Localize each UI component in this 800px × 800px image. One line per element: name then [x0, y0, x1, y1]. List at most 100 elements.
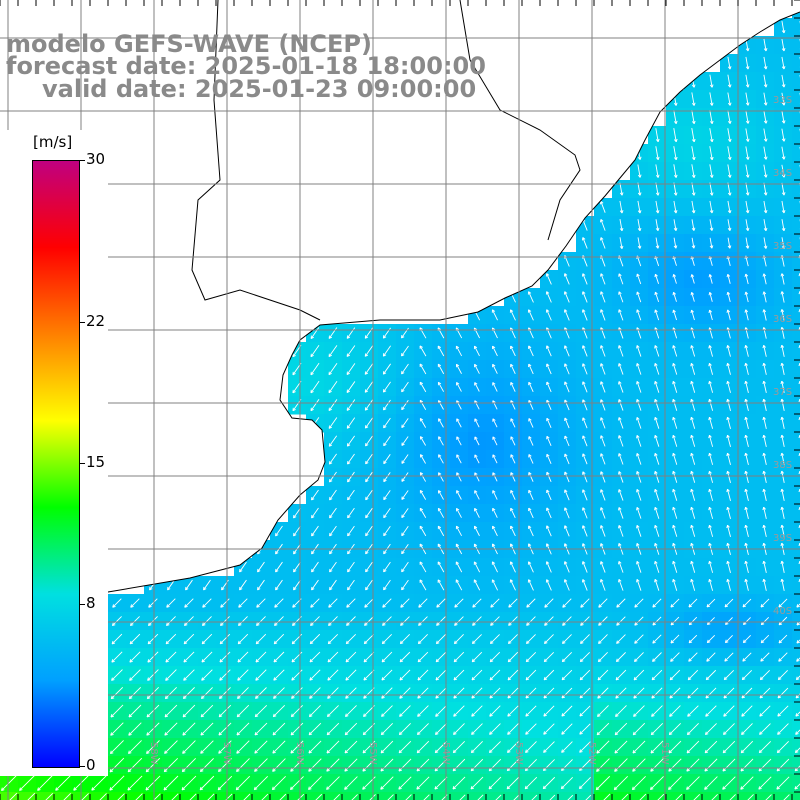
wind-arrow — [405, 794, 412, 800]
wind-arrow — [527, 291, 534, 303]
wind-arrow — [310, 399, 320, 412]
wind-arrow — [401, 561, 409, 573]
wind-arrow — [637, 200, 642, 214]
wind-arrow — [655, 128, 660, 143]
wind-arrow — [347, 561, 355, 573]
wind-arrow — [691, 146, 696, 161]
wind-arrow — [510, 418, 516, 428]
wind-arrow — [709, 110, 714, 125]
wind-arrow — [672, 452, 678, 465]
wind-arrow — [237, 633, 249, 645]
wind-arrow — [345, 669, 357, 681]
wind-arrow — [525, 723, 537, 735]
field-cell — [0, 792, 19, 800]
field-cell — [648, 792, 667, 800]
wind-arrow — [526, 616, 536, 626]
wind-arrow — [328, 327, 338, 339]
field-cell — [792, 576, 800, 595]
wind-arrow — [272, 758, 286, 772]
field-cell — [414, 792, 433, 800]
field-cell — [432, 792, 451, 800]
wind-arrow — [364, 327, 374, 339]
wind-arrow — [289, 776, 304, 791]
field-cell — [360, 792, 379, 800]
wind-arrow — [489, 687, 501, 699]
wind-arrow — [471, 634, 482, 645]
wind-arrow — [706, 652, 716, 662]
wind-arrow — [765, 794, 772, 800]
wind-arrow — [637, 182, 642, 196]
field-cell — [792, 612, 800, 631]
wind-arrow — [777, 670, 788, 681]
wind-arrow — [614, 758, 628, 772]
wind-arrow — [672, 345, 678, 357]
field-cell — [792, 18, 800, 37]
wind-arrow — [781, 56, 786, 70]
lon-label: 53W — [513, 742, 524, 765]
wind-arrow — [489, 651, 501, 663]
wind-arrow — [654, 452, 660, 465]
wind-arrow — [364, 399, 374, 411]
wind-arrow — [567, 794, 574, 800]
wind-arrow — [760, 598, 770, 608]
wind-arrow — [618, 489, 624, 501]
wind-arrow — [218, 704, 232, 718]
wind-arrow — [275, 525, 283, 537]
wind-arrow — [434, 758, 448, 772]
wind-arrow — [711, 794, 718, 800]
field-cell — [594, 792, 613, 800]
wind-arrow — [579, 741, 591, 753]
wind-arrow — [99, 793, 107, 800]
wind-arrow — [398, 776, 412, 790]
wind-arrow — [708, 578, 714, 591]
wind-arrow — [690, 416, 696, 429]
wind-arrow — [490, 616, 500, 626]
wind-arrow — [441, 794, 448, 800]
wind-arrow — [708, 470, 714, 483]
wind-arrow — [652, 598, 662, 608]
field-cell — [90, 792, 109, 800]
wind-arrow — [672, 506, 678, 519]
wind-arrow — [315, 793, 323, 800]
field-cell — [702, 792, 721, 800]
lon-label: 57W — [221, 742, 232, 765]
wind-arrow — [510, 525, 516, 537]
wind-arrow — [363, 633, 375, 645]
wind-arrow — [333, 794, 340, 800]
wind-arrow — [419, 454, 426, 464]
forecast-date: forecast date: 2025-01-18 18:00:00 — [6, 52, 486, 80]
wind-arrow — [274, 616, 284, 626]
wind-arrow — [163, 775, 179, 791]
wind-arrow — [207, 793, 215, 800]
wind-arrow — [708, 291, 713, 302]
wind-arrow — [672, 398, 678, 411]
wind-arrow — [705, 669, 717, 681]
wind-arrow — [181, 758, 196, 773]
wind-arrow — [419, 363, 427, 375]
wind-arrow — [722, 758, 736, 772]
wind-arrow — [691, 219, 696, 231]
wind-arrow — [255, 687, 267, 699]
wind-arrow — [19, 775, 35, 791]
wind-arrow — [528, 525, 534, 537]
wind-arrow — [654, 398, 660, 411]
wind-arrow — [146, 704, 160, 718]
wind-arrow — [400, 616, 410, 626]
wind-arrow — [256, 616, 266, 626]
wind-arrow — [727, 182, 732, 196]
wind-arrow — [45, 792, 54, 800]
wind-arrow — [257, 579, 265, 591]
wind-arrow — [781, 146, 786, 160]
wind-arrow — [618, 525, 624, 537]
wind-arrow — [507, 651, 519, 663]
wind-arrow — [127, 757, 143, 773]
wind-arrow — [381, 687, 393, 699]
wind-arrow — [636, 560, 642, 573]
wind-arrow — [654, 506, 660, 519]
wind-arrow — [744, 524, 749, 537]
wind-arrow — [437, 345, 445, 357]
wind-arrow — [668, 758, 682, 772]
wind-arrow — [776, 758, 790, 772]
wind-arrow — [618, 273, 624, 285]
